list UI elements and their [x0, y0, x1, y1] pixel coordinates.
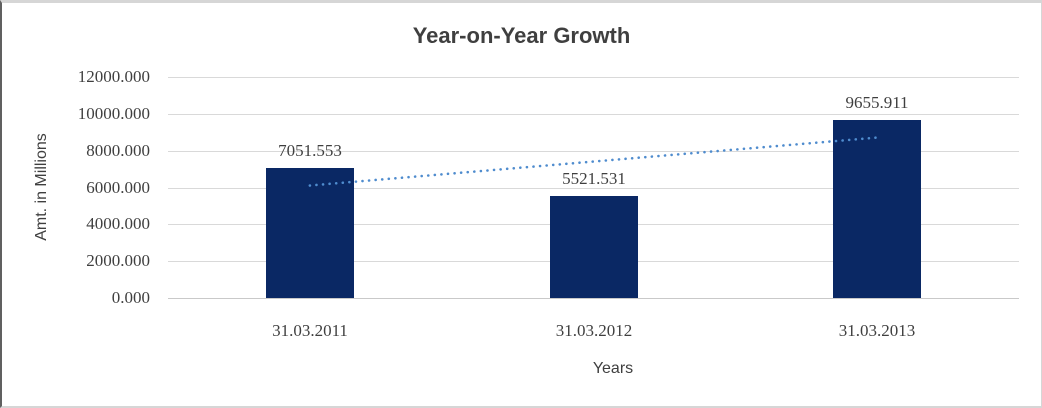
y-tick-label: 6000.000	[86, 178, 150, 197]
gridline	[168, 77, 1019, 78]
bar-value-label: 5521.531	[562, 169, 626, 188]
bar-value-label: 7051.553	[278, 141, 342, 160]
x-axis-line	[168, 298, 1019, 299]
x-axis-title: Years	[592, 360, 634, 377]
gridline	[168, 188, 1019, 189]
bar-value-label: 9655.911	[845, 93, 909, 112]
bar	[266, 168, 354, 298]
y-tick-label: 4000.000	[86, 214, 150, 233]
y-tick-label: 0.000	[111, 288, 150, 307]
gridline	[168, 114, 1019, 115]
y-tick-label: 12000.000	[77, 67, 150, 86]
y-tick-label: 10000.000	[77, 104, 150, 123]
x-category-label: 31.03.2011	[272, 321, 348, 340]
x-category-label: 31.03.2012	[555, 321, 633, 340]
chart-title: Year-on-Year Growth	[412, 23, 631, 48]
y-tick-label: 8000.000	[86, 141, 150, 160]
x-category-label: 31.03.2013	[838, 321, 916, 340]
y-tick-label: 2000.000	[86, 251, 150, 270]
bar	[833, 120, 921, 298]
bar	[550, 196, 638, 298]
